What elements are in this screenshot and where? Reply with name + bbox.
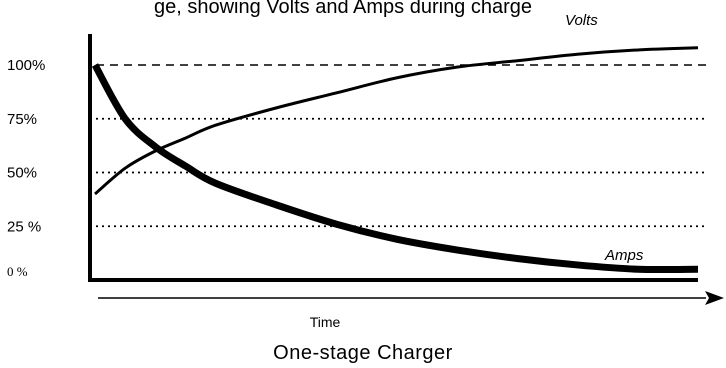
chart-title: One-stage Charger (273, 342, 453, 364)
y-tick-label: 0 % (7, 264, 28, 279)
series-amps-line (91, 63, 699, 274)
top-caption-fragment: ge, showing Volts and Amps during charge (154, 0, 532, 18)
y-tick-label: 100% (7, 57, 45, 74)
series-label-amps: Amps (604, 247, 644, 264)
series-layer (91, 46, 699, 274)
time-axis-arrowhead (705, 291, 724, 305)
y-tick-label: 75% (7, 111, 37, 128)
series-label-volts: Volts (565, 12, 598, 29)
y-tick-label: 25 % (7, 218, 41, 235)
y-tick-labels: 100% 75% 50% 25 % 0 % (7, 57, 45, 279)
y-tick-label: 50% (7, 165, 37, 182)
gridlines (96, 64, 706, 228)
x-axis-label: Time (310, 314, 341, 330)
series-labels: Volts Amps (565, 12, 644, 264)
